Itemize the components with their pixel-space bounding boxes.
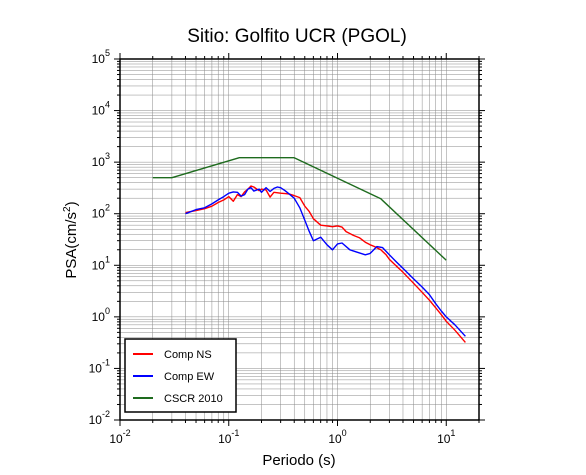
x-tick-label: 101 — [437, 428, 455, 446]
y-tick-label: 105 — [92, 48, 110, 66]
series-line-2 — [185, 186, 466, 337]
series-line-1 — [185, 185, 466, 343]
x-tick-label: 10-2 — [109, 428, 130, 446]
y-axis-label-base: PSA(cm/s — [63, 212, 80, 279]
y-axis-label: PSA(cm/s2) — [62, 201, 80, 278]
y-axis-label-tail: ) — [63, 201, 80, 206]
series-layer — [152, 156, 466, 343]
y-tick-label: 102 — [92, 203, 110, 221]
legend-label-1: Comp NS — [164, 349, 212, 361]
x-tick-label: 10-1 — [218, 428, 239, 446]
y-tick-label: 103 — [92, 151, 110, 169]
tick-marks — [114, 53, 485, 426]
y-tick-label: 100 — [92, 306, 110, 324]
tick-labels: 10-2 10-1 100 101 10-2 10-1 100 101 102 103 104 105 — [89, 48, 456, 446]
x-axis-label: Periodo (s) — [262, 452, 335, 469]
series-line-3 — [152, 156, 447, 261]
grid — [119, 58, 480, 421]
x-tick-label: 100 — [328, 428, 346, 446]
y-tick-label: 10-1 — [89, 357, 110, 375]
legend-label-3: CSCR 2010 — [164, 393, 223, 405]
plot-frame — [119, 58, 480, 421]
y-tick-label: 104 — [92, 100, 110, 118]
y-tick-label: 10-2 — [89, 409, 110, 427]
legend: Comp NS Comp EW CSCR 2010 — [124, 338, 237, 413]
y-tick-label: 101 — [92, 254, 110, 272]
legend-label-2: Comp EW — [164, 371, 215, 383]
chart-title: Sitio: Golfito UCR (PGOL) — [187, 26, 407, 47]
y-axis-label-sup: 2 — [62, 206, 73, 212]
